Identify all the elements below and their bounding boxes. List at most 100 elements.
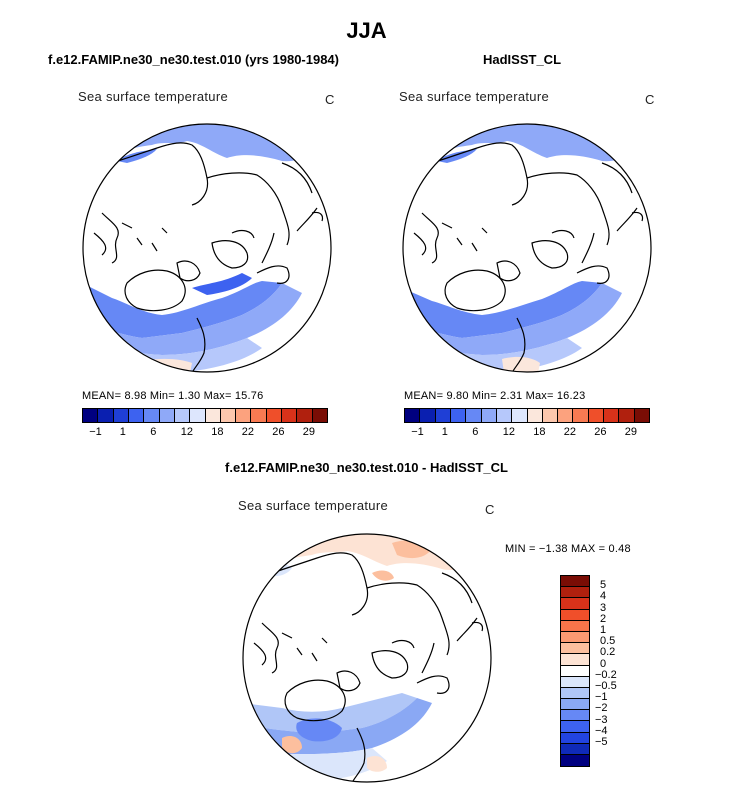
colorbar-swatch — [113, 409, 129, 422]
colorbar-tick-label: −2 — [595, 702, 608, 715]
colorbar-swatch — [561, 598, 589, 610]
right-colorbar-ticks: −1 1 6 12 18 22 26 29 — [404, 426, 648, 440]
colorbar-swatch — [561, 654, 589, 666]
left-panel-stats: MEAN= 8.98 Min= 1.30 Max= 15.76 — [82, 390, 264, 402]
colorbar-tick-label: 18 — [533, 426, 546, 438]
sst-region-atlantic-inner — [83, 281, 282, 338]
colorbar-swatch — [561, 576, 589, 588]
colorbar-swatch — [144, 409, 160, 422]
diff-region-cold-core — [296, 718, 342, 742]
colorbar-tick-label: 5 — [600, 579, 607, 592]
diff-panel-title: f.e12.FAMIP.ne30_ne30.test.010 - HadISST… — [225, 460, 508, 475]
colorbar-swatch — [220, 409, 237, 422]
diff-region-warm-patch-a — [282, 736, 302, 754]
colorbar-tick-label: 12 — [180, 426, 193, 438]
colorbar-tick-label: −0.5 — [595, 680, 617, 692]
colorbar-swatch — [561, 676, 589, 688]
colorbar-tick-label: −1 — [411, 426, 424, 438]
colorbar-swatch — [450, 409, 467, 422]
diff-panel-stats: MIN = −1.38 MAX = 0.48 — [505, 543, 631, 555]
colorbar-swatch — [561, 665, 589, 677]
diff-colorbar — [560, 575, 590, 768]
colorbar-tick-label: 26 — [594, 426, 607, 438]
sst-region-atlantic-mid — [403, 283, 622, 355]
colorbar-tick-label: −0.2 — [595, 668, 617, 681]
colorbar-tick-label: 18 — [211, 426, 224, 438]
colorbar-tick-label: 1 — [119, 426, 126, 438]
colorbar-swatch — [619, 409, 635, 422]
colorbar-swatch — [558, 409, 574, 422]
colorbar-swatch — [297, 409, 313, 422]
sst-region-bering — [437, 149, 477, 163]
colorbar-swatch — [251, 409, 267, 422]
colorbar-swatch — [435, 409, 451, 422]
colorbar-swatch — [561, 755, 589, 767]
figure-title: JJA — [346, 18, 387, 43]
right-panel-stats: MEAN= 9.80 Min= 2.31 Max= 16.23 — [404, 390, 586, 402]
right-polar-map — [402, 123, 652, 373]
colorbar-swatch — [561, 609, 589, 621]
colorbar-swatch — [98, 409, 114, 422]
colorbar-tick-label: 12 — [502, 426, 515, 438]
right-colorbar — [404, 408, 650, 423]
sst-region-cold-patch — [192, 273, 252, 295]
colorbar-swatch — [588, 409, 605, 422]
left-polar-map — [82, 123, 332, 373]
colorbar-swatch — [573, 409, 589, 422]
colorbar-tick-label: −1 — [595, 691, 608, 704]
colorbar-swatch — [496, 409, 513, 422]
colorbar-tick-label: 1 — [600, 624, 607, 636]
colorbar-swatch — [466, 409, 482, 422]
colorbar-swatch — [405, 409, 421, 422]
colorbar-swatch — [561, 699, 589, 711]
colorbar-tick-label: 22 — [241, 426, 254, 438]
sst-region-warm-patch — [502, 356, 540, 372]
colorbar-tick-label: 0.5 — [600, 635, 616, 648]
diff-units-label: C — [485, 502, 495, 517]
colorbar-swatch — [236, 409, 252, 422]
colorbar-swatch — [266, 409, 283, 422]
colorbar-tick-label: 0.2 — [600, 646, 616, 659]
sst-region-bering — [117, 149, 157, 163]
colorbar-swatch — [282, 409, 298, 422]
colorbar-swatch — [561, 687, 589, 700]
diff-region-warm-patch-b — [367, 756, 387, 772]
colorbar-swatch — [312, 409, 327, 422]
colorbar-tick-label: 1 — [441, 426, 448, 438]
left-units-label: C — [325, 92, 335, 107]
colorbar-swatch — [83, 409, 99, 422]
colorbar-swatch — [561, 587, 589, 599]
colorbar-tick-label: −1 — [89, 426, 102, 438]
left-variable-label: Sea surface temperature — [78, 89, 228, 104]
colorbar-swatch — [561, 743, 589, 755]
colorbar-swatch — [561, 732, 589, 744]
diff-region-atlantic-cool — [243, 693, 417, 733]
colorbar-swatch — [205, 409, 221, 422]
colorbar-swatch — [190, 409, 206, 422]
colorbar-tick-label: −3 — [595, 713, 608, 726]
left-colorbar-ticks: −1 1 6 12 18 22 26 29 — [82, 426, 326, 440]
colorbar-tick-label: 0 — [600, 657, 607, 670]
colorbar-swatch — [561, 631, 589, 644]
colorbar-swatch — [561, 620, 589, 632]
colorbar-tick-label: −5 — [595, 736, 608, 748]
colorbar-swatch — [481, 409, 497, 422]
colorbar-tick-label: 29 — [624, 426, 637, 438]
sst-region-atlantic-mid — [83, 283, 302, 355]
colorbar-swatch — [561, 643, 589, 655]
colorbar-swatch — [174, 409, 191, 422]
colorbar-tick-label: 4 — [600, 590, 607, 603]
colorbar-swatch — [561, 721, 589, 733]
left-colorbar — [82, 408, 328, 423]
colorbar-swatch — [527, 409, 543, 422]
colorbar-swatch — [420, 409, 436, 422]
colorbar-tick-label: 2 — [600, 612, 607, 625]
right-variable-label: Sea surface temperature — [399, 89, 549, 104]
colorbar-swatch — [542, 409, 559, 422]
colorbar-swatch — [159, 409, 175, 422]
diff-region-arctic-warm — [372, 570, 394, 581]
colorbar-swatch — [604, 409, 620, 422]
diff-polar-map — [242, 533, 492, 783]
colorbar-tick-label: 29 — [302, 426, 315, 438]
colorbar-swatch — [128, 409, 145, 422]
